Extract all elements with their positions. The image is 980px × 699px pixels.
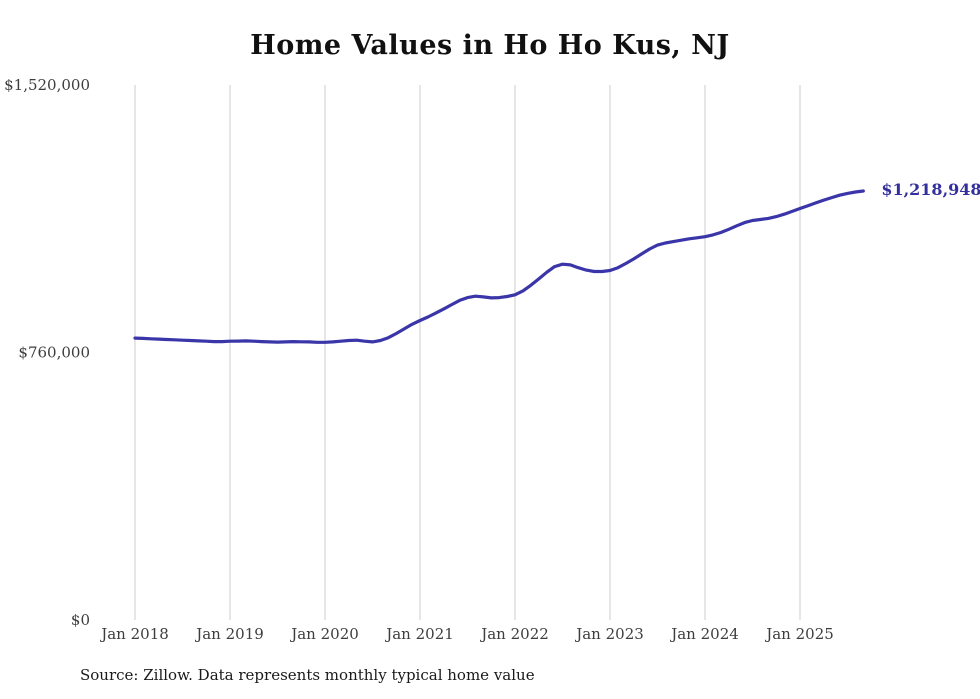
x-tick-label: Jan 2023: [574, 625, 644, 643]
y-tick-label: $0: [71, 611, 90, 629]
y-tick-label: $1,520,000: [4, 76, 90, 94]
x-tick-label: Jan 2025: [764, 625, 834, 643]
x-tick-label: Jan 2021: [384, 625, 454, 643]
y-tick-label: $760,000: [18, 344, 90, 362]
latest-value-label: $1,218,948: [881, 180, 980, 199]
home-value-series-line: [133, 189, 865, 344]
x-tick-label: Jan 2018: [99, 625, 169, 643]
x-tick-label: Jan 2019: [194, 625, 264, 643]
x-tick-label: Jan 2020: [289, 625, 359, 643]
chart-title: Home Values in Ho Ho Kus, NJ: [250, 30, 730, 61]
x-tick-label: Jan 2024: [669, 625, 739, 643]
x-tick-label: Jan 2022: [479, 625, 549, 643]
source-note: Source: Zillow. Data represents monthly …: [80, 666, 535, 684]
